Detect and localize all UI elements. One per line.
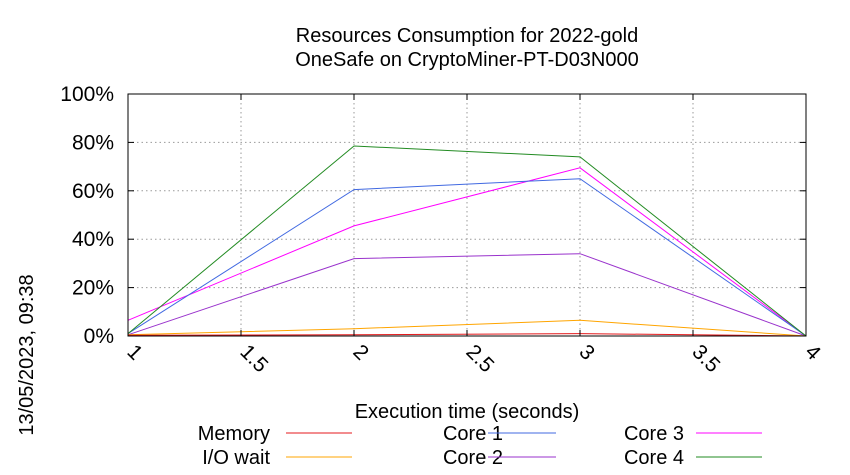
legend-label-core-1: Core 1 <box>443 423 503 445</box>
legend-label-i-o-wait: I/O wait <box>202 447 270 469</box>
x-tick-label-4: 3 <box>574 340 599 365</box>
legend-label-core-4: Core 4 <box>624 447 684 469</box>
legend-label-core-2: Core 2 <box>443 447 503 469</box>
timestamp-label: 13/05/2023, 09:38 <box>16 274 38 435</box>
series-line-core-2 <box>127 253 807 337</box>
x-tick-label-0: 1 <box>122 340 147 365</box>
legend-label-memory: Memory <box>198 423 270 445</box>
x-tick-label-3: 2.5 <box>461 340 498 377</box>
series-line-core-3 <box>127 167 807 337</box>
legend-label-core-3: Core 3 <box>624 423 684 445</box>
y-tick-label-2: 40% <box>72 228 114 251</box>
series-line-core-4 <box>127 145 807 337</box>
y-tick-label-1: 20% <box>72 277 114 300</box>
x-tick-label-6: 4 <box>800 340 825 365</box>
y-tick-label-3: 60% <box>72 180 114 203</box>
chart-title: Resources Consumption for 2022-gold <box>296 25 638 47</box>
y-tick-label-4: 80% <box>72 131 114 154</box>
chart-subtitle: OneSafe on CryptoMiner-PT-D03N000 <box>295 49 639 71</box>
x-tick-label-1: 1.5 <box>235 340 272 377</box>
x-tick-label-2: 2 <box>348 340 373 365</box>
series-line-core-1 <box>127 178 807 337</box>
y-tick-label-0: 0% <box>84 325 114 348</box>
y-axis-ticks: 0% 20% 40% 60% 80% 100% <box>60 83 806 348</box>
y-tick-label-5: 100% <box>60 83 114 106</box>
grid <box>128 94 806 336</box>
x-axis-label: Execution time (seconds) <box>355 401 580 423</box>
series-lines <box>127 145 807 337</box>
x-tick-label-5: 3.5 <box>687 340 724 377</box>
